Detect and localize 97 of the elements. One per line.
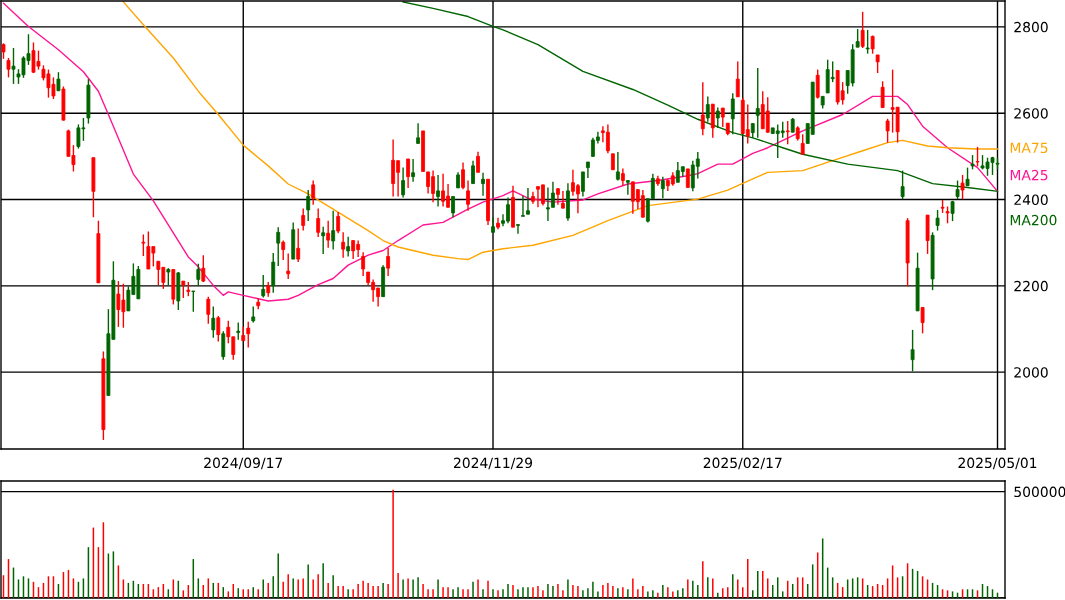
candlestick [306,189,311,222]
candlestick [466,179,470,212]
candlestick [191,290,196,313]
candlestick [326,219,331,249]
candlestick [700,81,705,136]
x-tick-label: 2025/05/01 [958,457,1037,470]
candlestick [605,123,610,155]
candlestick [660,175,665,199]
candlestick [975,146,980,167]
candlestick [581,171,585,198]
candlestick [476,150,480,174]
candlestick [516,223,520,235]
candlestick [720,107,725,128]
y-tick-label: 2800 [1014,21,1048,33]
candlestick [815,68,820,100]
candlestick [521,194,525,218]
y-tick-label: 2200 [1014,280,1048,292]
candlestick [286,252,291,280]
candlestick [765,96,770,134]
candlestick [526,187,530,215]
candlestick [311,179,316,206]
candlestick [271,252,276,294]
candlestick [361,251,366,277]
candlestick [346,235,351,258]
candlestick [800,133,805,155]
y-tick-label: 2400 [1014,194,1048,206]
y-tick-label: 2000 [1014,367,1048,378]
candlestick [56,71,61,92]
candlestick [875,54,880,74]
x-tick-label: 2025/02/17 [703,457,782,470]
candlestick [281,239,286,261]
candlestick [316,207,321,238]
candlestick [561,190,565,209]
candlestick [735,60,740,98]
candlestick [615,151,620,182]
candlestick [586,161,590,179]
candlestick [730,92,735,136]
candlestick [386,247,391,277]
candlestick [710,103,715,139]
candlestick [481,172,485,197]
candlestick [141,233,146,257]
candlestick [745,103,750,145]
candlestick [156,260,161,286]
x-tick-label: 2024/09/17 [204,457,283,470]
candlestick [885,118,890,144]
candlestick [391,138,396,198]
candlestick [206,295,211,325]
candlestick [685,168,690,189]
candlestick [960,174,965,200]
candlestick [321,226,326,255]
candlestick [146,230,151,270]
candlestick [196,263,201,287]
candlestick [755,67,760,139]
y-tick-label: 2600 [1014,108,1048,119]
candlestick [451,195,455,218]
x-tick-label: 2024/11/29 [454,457,533,470]
candlestick [406,158,411,189]
candlestick [471,159,475,185]
candlestick [461,161,465,190]
candlestick [276,226,281,267]
line-series [2,2,999,302]
series-label: MA200 [1010,214,1057,226]
candlestick [296,227,301,263]
candlestick [785,120,790,145]
series-label: MA25 [1010,169,1048,181]
candlestick [920,306,925,335]
candlestick [6,57,11,79]
candlestick [860,11,865,49]
candlestick [880,80,885,109]
series-label: MA75 [1010,142,1048,154]
candlestick [935,209,940,232]
candlestick [246,320,251,349]
candlestick [201,254,206,283]
candlestick [11,47,16,85]
candlestick [865,29,870,55]
candlestick [705,95,710,123]
candlestick [221,330,226,361]
candlestick [336,211,341,234]
candlestick [216,315,221,343]
candlestick [301,207,306,232]
y-tick-label: 500000 [1014,486,1065,498]
candlestick [715,106,720,129]
candlestick [640,189,645,218]
candlestick [351,239,356,260]
candlestick [416,122,420,145]
line-series [122,1,999,261]
candlestick [411,158,416,183]
candlestick [211,305,216,339]
candlestick [965,166,970,187]
candlestick [341,231,346,259]
candlestick [436,174,440,208]
candlestick [261,274,266,299]
candlestick [331,210,336,251]
candlestick [401,166,406,199]
candlestick [625,179,630,196]
candlestick [910,329,915,373]
candlestick [855,28,860,48]
